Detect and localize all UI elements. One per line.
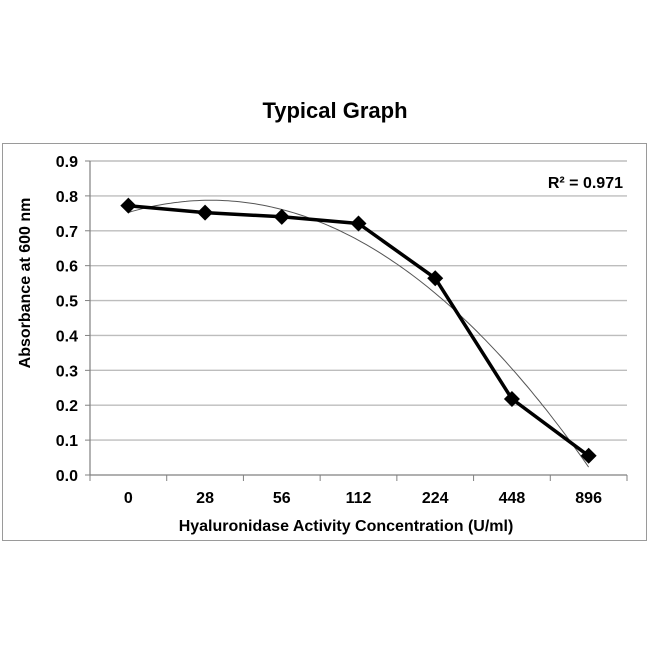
x-tick-label: 112 <box>346 490 372 507</box>
x-tick-labels: 0 28 56 112 224 448 896 <box>124 490 602 507</box>
x-tick-label: 56 <box>273 490 291 507</box>
y-tick-label: 0.2 <box>56 398 78 415</box>
y-tick-label: 0.9 <box>56 154 78 171</box>
data-point-marker <box>120 197 137 214</box>
axes <box>89 161 628 481</box>
y-tick-label: 0.5 <box>56 294 78 311</box>
data-point-marker <box>273 208 290 225</box>
gridlines <box>85 160 627 476</box>
data-point-marker <box>503 390 520 407</box>
data-point-marker <box>350 215 367 232</box>
x-axis-label: Hyaluronidase Activity Concentration (U/… <box>179 518 514 535</box>
y-tick-label: 0.7 <box>56 224 78 241</box>
x-tick-label: 0 <box>124 490 133 507</box>
chart-title: Typical Graph <box>262 98 408 123</box>
y-tick-labels: 0.0 0.1 0.2 0.3 0.4 0.5 0.6 0.7 0.8 0.9 <box>56 154 78 485</box>
y-tick-label: 0.8 <box>56 189 78 206</box>
r-squared-annotation: R² = 0.971 <box>548 175 623 192</box>
y-tick-label: 0.0 <box>56 468 78 485</box>
chart-frame <box>2 143 647 541</box>
x-tick-label: 896 <box>575 490 602 507</box>
data-point-marker <box>427 270 444 287</box>
x-tick-label: 448 <box>499 490 526 507</box>
x-tick-label: 224 <box>422 490 449 507</box>
y-tick-label: 0.3 <box>56 363 78 380</box>
series-line <box>128 203 590 458</box>
x-tick-label: 28 <box>196 490 214 507</box>
y-tick-label: 0.6 <box>56 259 78 276</box>
data-points <box>120 197 597 464</box>
data-point-marker <box>580 447 597 464</box>
trendline <box>128 199 590 468</box>
y-tick-label: 0.1 <box>56 433 78 450</box>
data-point-marker <box>197 204 214 221</box>
y-axis-label: Absorbance at 600 nm <box>17 198 34 369</box>
y-tick-label: 0.4 <box>56 328 78 345</box>
